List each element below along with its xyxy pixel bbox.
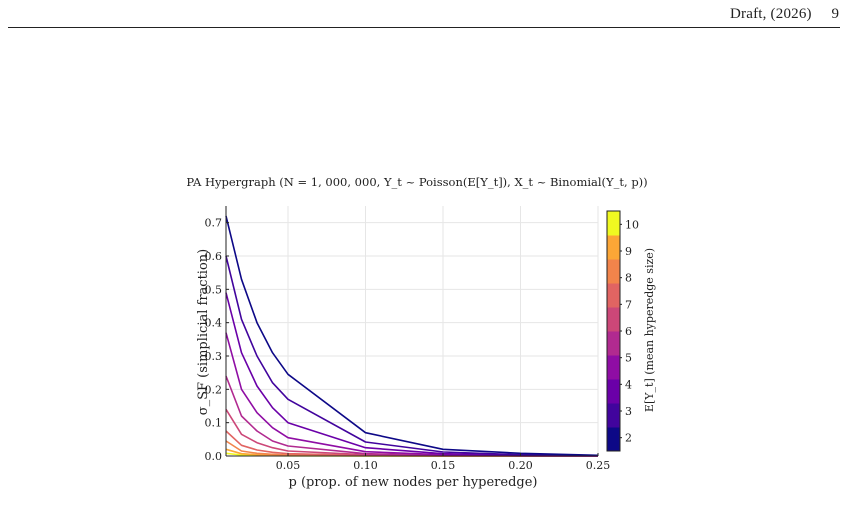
colorbar-segment [607,211,620,236]
series-line [225,332,599,457]
series-line [225,255,599,457]
colorbar-segment [607,331,620,356]
y-tick-label: 0.3 [205,350,223,363]
colorbar-tick-label: 10 [625,218,639,231]
colorbar-tick-label: 4 [625,378,632,391]
y-axis-label: σ_SF (simplicial fraction) [196,249,211,416]
colorbar-segment [607,427,620,452]
colorbar-segment [607,307,620,332]
colorbar-tick-label: 9 [625,245,632,258]
colorbar-segment [607,235,620,260]
y-tick-label: 0.7 [205,217,223,230]
colorbar-segment [607,259,620,284]
colorbar-tick-label: 5 [625,352,632,365]
x-tick-label: 0.15 [431,459,456,472]
y-tick-label: 0.2 [205,383,223,396]
chart-title: PA Hypergraph (N = 1, 000, 000, Y_t ~ Po… [186,175,647,189]
x-ticks: 0.05 0.10 0.15 0.20 0.25 [276,453,611,472]
y-tick-label: 0.1 [205,417,223,430]
series-line [225,215,599,457]
colorbar-label: E[Y_t] (mean hyperedge size) [643,248,656,412]
x-tick-label: 0.20 [508,459,533,472]
y-ticks: 0.0 0.1 0.2 0.3 0.4 0.5 0.6 0.7 [205,217,229,463]
colorbar-tick-label: 7 [625,298,632,311]
page-header: Draft, (2026) 9 [730,6,839,23]
axes [225,206,598,457]
y-tick-label: 0.5 [205,283,223,296]
y-tick-label: 0.6 [205,250,223,263]
header-draft-text: Draft, (2026) [730,6,812,22]
colorbar-segment [607,283,620,308]
y-tick-label: 0.4 [205,317,223,330]
colorbar-segment [607,355,620,380]
page-number: 9 [831,6,840,22]
series-line [225,292,599,457]
colorbar-segment [607,403,620,428]
colorbar-tick-label: 2 [625,432,632,445]
colorbar-tick-label: 3 [625,405,632,418]
colorbar-tick-label: 8 [625,272,632,285]
y-tick-label: 0.0 [205,450,223,463]
colorbar-tick-label: 6 [625,325,632,338]
x-tick-label: 0.10 [353,459,378,472]
x-tick-label: 0.05 [276,459,301,472]
grid [226,206,599,457]
x-axis-label: p (prop. of new nodes per hyperedge) [289,475,538,490]
x-tick-label: 0.25 [586,459,611,472]
colorbar-segment [607,379,620,404]
colorbar: 2 3 4 5 6 7 8 9 10 [606,210,639,452]
header-rule [8,27,840,28]
series-group [225,215,599,457]
